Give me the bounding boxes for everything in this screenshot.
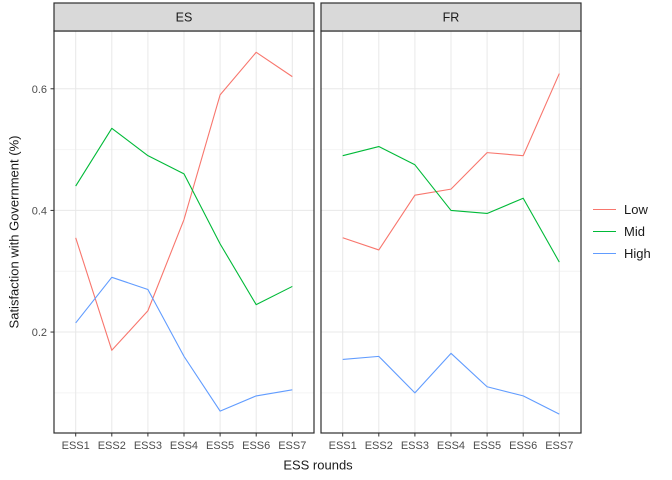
legend-label: High	[624, 246, 651, 261]
legend-item-Mid: Mid	[593, 223, 651, 240]
series-line-FR-Low	[342, 73, 560, 251]
x-tick-label-FR-ESS3: ESS3	[401, 440, 429, 452]
facet-strip-FR	[320, 2, 582, 32]
legend: Low Mid High	[593, 201, 651, 262]
x-tick-label-FR-ESS4: ESS4	[437, 440, 465, 452]
x-tick-label-FR-ESS7: ESS7	[545, 440, 573, 452]
legend-key-line-High	[593, 253, 616, 254]
facet-strip-label-ES: ES	[176, 11, 193, 25]
y-tick-label-0.4: 0.4	[32, 205, 47, 217]
x-tick-label-FR-ESS5: ESS5	[473, 440, 501, 452]
x-tick-label-ES-ESS7: ESS7	[278, 440, 306, 452]
x-axis-title: ESS rounds	[283, 457, 353, 473]
legend-item-Low: Low	[593, 201, 651, 218]
series-line-ES-High	[75, 276, 293, 412]
x-tick-label-ES-ESS4: ESS4	[170, 440, 198, 452]
legend-label: Mid	[624, 224, 645, 239]
x-tick-label-ES-ESS5: ESS5	[206, 440, 234, 452]
facet-strip-label-FR: FR	[443, 11, 460, 25]
legend-item-High: High	[593, 245, 651, 262]
x-tick-label-FR-ESS6: ESS6	[509, 440, 537, 452]
x-tick-label-ES-ESS1: ESS1	[62, 440, 90, 452]
x-tick-label-ES-ESS6: ESS6	[242, 440, 270, 452]
x-tick-label-FR-ESS2: ESS2	[365, 440, 393, 452]
legend-key-line-Mid	[593, 231, 616, 232]
y-tick-label-0.6: 0.6	[32, 84, 47, 96]
legend-label: Low	[624, 202, 648, 217]
series-line-FR-Mid	[342, 146, 560, 263]
x-tick-label-ES-ESS2: ESS2	[98, 440, 126, 452]
legend-key-line-Low	[593, 209, 616, 210]
series-line-FR-High	[342, 352, 560, 415]
series-line-ES-Low	[75, 51, 293, 351]
x-tick-label-FR-ESS1: ESS1	[329, 440, 357, 452]
facet-strip-ES	[53, 2, 315, 32]
x-tick-label-ES-ESS3: ESS3	[134, 440, 162, 452]
y-tick-label-0.2: 0.2	[32, 327, 47, 339]
series-line-ES-Mid	[75, 127, 293, 306]
y-axis-title: Satisfaction with Government (%)	[6, 135, 22, 329]
